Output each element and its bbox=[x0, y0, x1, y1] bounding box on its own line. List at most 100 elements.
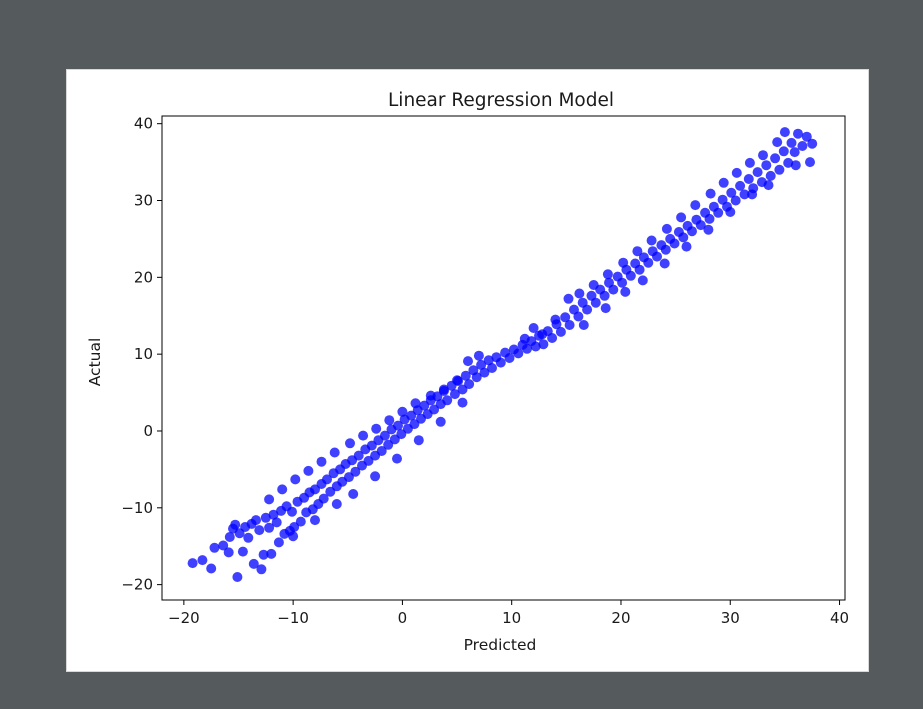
data-point bbox=[608, 284, 619, 295]
data-point bbox=[370, 471, 381, 482]
data-point bbox=[695, 220, 706, 231]
data-point bbox=[348, 489, 359, 499]
data-point bbox=[230, 519, 241, 530]
data-point bbox=[197, 555, 208, 566]
data-point bbox=[786, 137, 797, 148]
data-point bbox=[268, 509, 279, 520]
data-point bbox=[376, 446, 387, 456]
data-point bbox=[588, 280, 599, 290]
data-point bbox=[774, 164, 785, 175]
y-axis-label: Actual bbox=[86, 338, 104, 387]
data-point bbox=[271, 517, 282, 528]
data-point bbox=[743, 174, 754, 184]
data-point bbox=[273, 537, 284, 548]
data-point bbox=[256, 564, 267, 575]
data-point bbox=[739, 189, 750, 200]
data-point bbox=[761, 160, 772, 171]
data-point bbox=[237, 546, 248, 557]
y-tick-label: 40 bbox=[134, 115, 153, 133]
y-tick-label: 0 bbox=[143, 422, 153, 440]
data-point bbox=[495, 357, 506, 368]
data-point bbox=[409, 419, 420, 430]
data-point bbox=[463, 356, 473, 367]
x-tick-label: 10 bbox=[502, 609, 521, 627]
data-point bbox=[429, 404, 440, 415]
data-point bbox=[573, 311, 584, 322]
data-point bbox=[687, 226, 697, 237]
data-point bbox=[530, 341, 541, 352]
data-point bbox=[206, 563, 217, 574]
data-point bbox=[476, 359, 487, 370]
data-point bbox=[513, 348, 524, 359]
data-point bbox=[288, 531, 299, 542]
data-point bbox=[547, 333, 558, 343]
data-point bbox=[331, 499, 342, 509]
x-axis-label: Predicted bbox=[464, 636, 537, 654]
data-point bbox=[457, 384, 468, 395]
data-point bbox=[452, 375, 463, 386]
data-point bbox=[295, 516, 306, 527]
data-point bbox=[807, 138, 818, 149]
data-point bbox=[574, 288, 585, 299]
data-point bbox=[783, 157, 794, 168]
y-tick-label: 10 bbox=[134, 345, 153, 363]
data-point bbox=[383, 439, 394, 450]
x-tick-label: 0 bbox=[398, 609, 408, 627]
data-point bbox=[316, 456, 327, 467]
data-point bbox=[718, 177, 729, 188]
data-point bbox=[758, 150, 768, 161]
data-point bbox=[287, 506, 297, 517]
data-point bbox=[770, 153, 781, 164]
y-tick-label: 30 bbox=[134, 192, 153, 210]
data-point bbox=[778, 146, 789, 157]
data-point bbox=[218, 540, 229, 551]
x-tick-label: 40 bbox=[830, 609, 849, 627]
data-point bbox=[789, 147, 800, 158]
data-point bbox=[646, 235, 657, 246]
data-point bbox=[464, 379, 475, 390]
data-point bbox=[449, 389, 460, 400]
data-point bbox=[260, 512, 271, 523]
data-point bbox=[318, 493, 329, 504]
data-point bbox=[266, 548, 277, 559]
data-point bbox=[704, 213, 715, 224]
data-point bbox=[258, 549, 269, 560]
data-point bbox=[396, 429, 407, 440]
data-point bbox=[329, 447, 340, 458]
axes-frame bbox=[161, 115, 846, 601]
data-point bbox=[479, 367, 490, 378]
data-point bbox=[379, 430, 390, 441]
data-point bbox=[528, 323, 539, 333]
data-point bbox=[350, 466, 361, 477]
data-point bbox=[779, 127, 790, 138]
data-point bbox=[563, 293, 574, 304]
data-point bbox=[560, 312, 571, 323]
y-tick-label: −20 bbox=[121, 576, 153, 594]
data-point bbox=[703, 224, 714, 235]
data-point bbox=[460, 370, 471, 381]
data-point bbox=[676, 212, 687, 223]
data-point bbox=[504, 353, 515, 363]
data-point bbox=[731, 167, 742, 178]
data-point bbox=[669, 238, 680, 249]
x-tick-label: −10 bbox=[277, 609, 309, 627]
data-point bbox=[735, 180, 746, 191]
data-point bbox=[410, 398, 421, 409]
data-point bbox=[345, 438, 355, 449]
data-point bbox=[209, 542, 220, 553]
data-point bbox=[254, 525, 265, 536]
data-point bbox=[578, 320, 589, 330]
data-point bbox=[435, 416, 446, 427]
data-point bbox=[805, 157, 815, 168]
data-point bbox=[550, 314, 561, 325]
data-point bbox=[637, 275, 648, 286]
data-point bbox=[397, 406, 408, 417]
y-tick-label: −10 bbox=[121, 499, 153, 517]
data-point bbox=[659, 258, 670, 269]
data-point bbox=[632, 246, 643, 257]
x-axis-ticks: −20 −10 0 10 20 30 40 bbox=[168, 600, 849, 627]
data-point bbox=[471, 372, 482, 383]
data-point bbox=[747, 189, 758, 200]
data-point bbox=[487, 363, 497, 373]
data-point bbox=[625, 270, 636, 281]
